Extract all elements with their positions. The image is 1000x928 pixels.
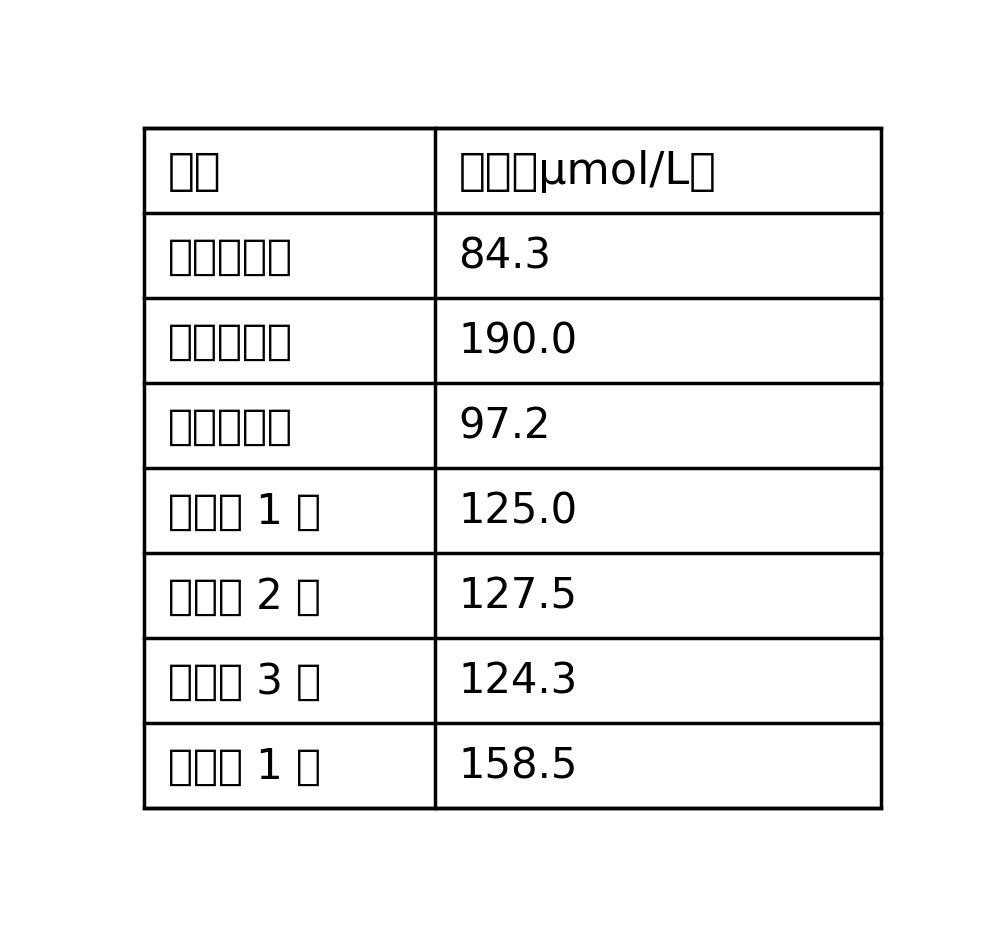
Text: 实验组 1 组: 实验组 1 组 [168, 490, 321, 532]
Text: 158.5: 158.5 [458, 744, 578, 787]
Text: 模型对照组: 模型对照组 [168, 320, 293, 362]
Text: 对照组 1 组: 对照组 1 组 [168, 744, 321, 787]
Text: 实验组 2 组: 实验组 2 组 [168, 575, 320, 617]
Text: 97.2: 97.2 [458, 406, 551, 447]
Text: 阳性对照组: 阳性对照组 [168, 406, 293, 447]
Text: 组别: 组别 [168, 150, 221, 193]
Text: 尿酸（μmol/L）: 尿酸（μmol/L） [458, 150, 716, 193]
Text: 127.5: 127.5 [458, 575, 577, 617]
Text: 84.3: 84.3 [458, 236, 551, 277]
Text: 190.0: 190.0 [458, 320, 578, 362]
Text: 125.0: 125.0 [458, 490, 578, 532]
Text: 实验组 3 组: 实验组 3 组 [168, 660, 321, 702]
Text: 空白对照组: 空白对照组 [168, 236, 293, 277]
Text: 124.3: 124.3 [458, 660, 578, 702]
